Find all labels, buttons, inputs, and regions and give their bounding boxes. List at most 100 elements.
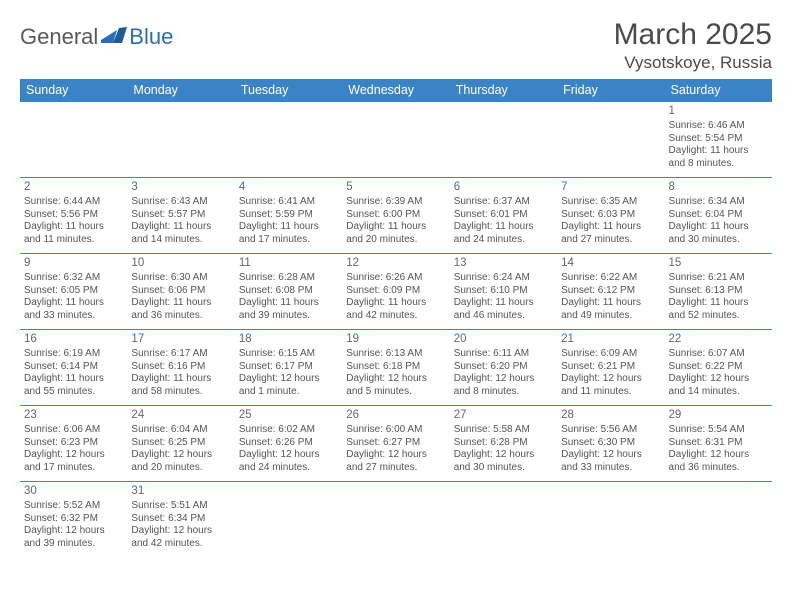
sunrise-text: Sunrise: 6:44 AM (24, 196, 123, 209)
calendar-cell (342, 482, 449, 558)
calendar-body: 1Sunrise: 6:46 AMSunset: 5:54 PMDaylight… (20, 102, 772, 558)
sunrise-text: Sunrise: 6:30 AM (131, 272, 230, 285)
calendar-cell (235, 102, 342, 178)
sunrise-text: Sunrise: 6:28 AM (239, 272, 338, 285)
day-number: 23 (24, 408, 123, 423)
daylight-text: and 17 minutes. (239, 234, 338, 247)
daylight-text: and 8 minutes. (454, 386, 553, 399)
sunset-text: Sunset: 6:20 PM (454, 361, 553, 374)
sunrise-text: Sunrise: 5:51 AM (131, 500, 230, 513)
day-number: 30 (24, 484, 123, 499)
sunset-text: Sunset: 6:30 PM (561, 437, 660, 450)
logo-text-blue: Blue (129, 24, 173, 50)
calendar-cell: 22Sunrise: 6:07 AMSunset: 6:22 PMDayligh… (665, 330, 772, 406)
sunrise-text: Sunrise: 6:24 AM (454, 272, 553, 285)
sunset-text: Sunset: 6:32 PM (24, 513, 123, 526)
calendar-cell (450, 102, 557, 178)
daylight-text: and 33 minutes. (561, 462, 660, 475)
daylight-text: and 49 minutes. (561, 310, 660, 323)
calendar-cell: 5Sunrise: 6:39 AMSunset: 6:00 PMDaylight… (342, 178, 449, 254)
month-title: March 2025 (614, 18, 772, 52)
daylight-text: Daylight: 11 hours (24, 221, 123, 234)
calendar-cell (235, 482, 342, 558)
daylight-text: Daylight: 11 hours (454, 297, 553, 310)
calendar-cell: 11Sunrise: 6:28 AMSunset: 6:08 PMDayligh… (235, 254, 342, 330)
calendar-cell: 6Sunrise: 6:37 AMSunset: 6:01 PMDaylight… (450, 178, 557, 254)
weekday-sunday: Sunday (20, 79, 127, 102)
daylight-text: and 36 minutes. (669, 462, 768, 475)
daylight-text: Daylight: 11 hours (346, 297, 445, 310)
day-number: 19 (346, 332, 445, 347)
daylight-text: Daylight: 11 hours (669, 297, 768, 310)
logo-text-general: General (20, 24, 98, 50)
daylight-text: Daylight: 11 hours (239, 221, 338, 234)
day-number: 1 (669, 104, 768, 119)
calendar-cell: 29Sunrise: 5:54 AMSunset: 6:31 PMDayligh… (665, 406, 772, 482)
sunset-text: Sunset: 6:25 PM (131, 437, 230, 450)
day-number: 27 (454, 408, 553, 423)
sunrise-text: Sunrise: 6:13 AM (346, 348, 445, 361)
calendar-cell: 25Sunrise: 6:02 AMSunset: 6:26 PMDayligh… (235, 406, 342, 482)
sunset-text: Sunset: 6:16 PM (131, 361, 230, 374)
day-number: 25 (239, 408, 338, 423)
daylight-text: and 52 minutes. (669, 310, 768, 323)
daylight-text: Daylight: 12 hours (669, 373, 768, 386)
calendar-week-row: 2Sunrise: 6:44 AMSunset: 5:56 PMDaylight… (20, 178, 772, 254)
daylight-text: and 17 minutes. (24, 462, 123, 475)
daylight-text: and 58 minutes. (131, 386, 230, 399)
day-number: 3 (131, 180, 230, 195)
daylight-text: Daylight: 12 hours (131, 449, 230, 462)
calendar-cell (20, 102, 127, 178)
sunset-text: Sunset: 6:18 PM (346, 361, 445, 374)
header: General Blue March 2025 Vysotskoye, Russ… (20, 18, 772, 73)
daylight-text: and 24 minutes. (454, 234, 553, 247)
sunset-text: Sunset: 6:31 PM (669, 437, 768, 450)
sunrise-text: Sunrise: 6:06 AM (24, 424, 123, 437)
daylight-text: Daylight: 12 hours (669, 449, 768, 462)
daylight-text: Daylight: 11 hours (669, 221, 768, 234)
daylight-text: and 30 minutes. (454, 462, 553, 475)
calendar-cell: 20Sunrise: 6:11 AMSunset: 6:20 PMDayligh… (450, 330, 557, 406)
daylight-text: and 39 minutes. (24, 538, 123, 551)
daylight-text: Daylight: 12 hours (561, 449, 660, 462)
sunset-text: Sunset: 6:28 PM (454, 437, 553, 450)
day-number: 2 (24, 180, 123, 195)
day-number: 16 (24, 332, 123, 347)
day-number: 29 (669, 408, 768, 423)
calendar-cell: 3Sunrise: 6:43 AMSunset: 5:57 PMDaylight… (127, 178, 234, 254)
calendar-cell: 4Sunrise: 6:41 AMSunset: 5:59 PMDaylight… (235, 178, 342, 254)
day-number: 22 (669, 332, 768, 347)
sunset-text: Sunset: 5:56 PM (24, 209, 123, 222)
sunrise-text: Sunrise: 6:41 AM (239, 196, 338, 209)
sunrise-text: Sunrise: 6:00 AM (346, 424, 445, 437)
daylight-text: and 27 minutes. (561, 234, 660, 247)
sunset-text: Sunset: 6:17 PM (239, 361, 338, 374)
daylight-text: Daylight: 12 hours (24, 449, 123, 462)
sunset-text: Sunset: 5:59 PM (239, 209, 338, 222)
sunrise-text: Sunrise: 6:02 AM (239, 424, 338, 437)
sunset-text: Sunset: 6:03 PM (561, 209, 660, 222)
daylight-text: and 11 minutes. (561, 386, 660, 399)
sunrise-text: Sunrise: 6:17 AM (131, 348, 230, 361)
calendar-cell (557, 482, 664, 558)
weekday-thursday: Thursday (450, 79, 557, 102)
day-number: 20 (454, 332, 553, 347)
sunset-text: Sunset: 6:23 PM (24, 437, 123, 450)
daylight-text: Daylight: 12 hours (131, 525, 230, 538)
sunrise-text: Sunrise: 6:32 AM (24, 272, 123, 285)
calendar-cell (127, 102, 234, 178)
sunrise-text: Sunrise: 5:56 AM (561, 424, 660, 437)
calendar-cell: 19Sunrise: 6:13 AMSunset: 6:18 PMDayligh… (342, 330, 449, 406)
sunset-text: Sunset: 6:27 PM (346, 437, 445, 450)
sunrise-text: Sunrise: 6:07 AM (669, 348, 768, 361)
sunset-text: Sunset: 6:12 PM (561, 285, 660, 298)
calendar-week-row: 23Sunrise: 6:06 AMSunset: 6:23 PMDayligh… (20, 406, 772, 482)
daylight-text: and 27 minutes. (346, 462, 445, 475)
location: Vysotskoye, Russia (614, 53, 772, 73)
sunrise-text: Sunrise: 6:22 AM (561, 272, 660, 285)
sunset-text: Sunset: 6:13 PM (669, 285, 768, 298)
logo: General Blue (20, 24, 173, 50)
calendar-cell: 31Sunrise: 5:51 AMSunset: 6:34 PMDayligh… (127, 482, 234, 558)
sunrise-text: Sunrise: 6:35 AM (561, 196, 660, 209)
title-block: March 2025 Vysotskoye, Russia (614, 18, 772, 73)
